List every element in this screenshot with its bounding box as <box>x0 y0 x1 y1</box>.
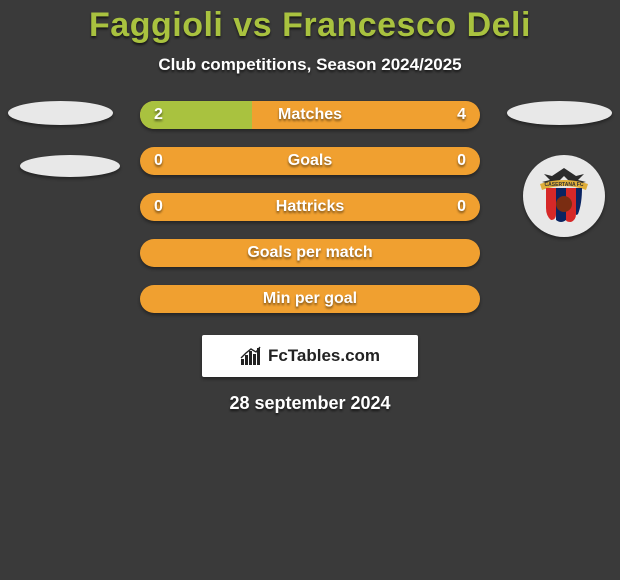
stat-bar: Min per goal <box>140 285 480 313</box>
brand-box: FcTables.com <box>202 335 418 377</box>
stat-value-left: 2 <box>154 106 163 124</box>
stat-value-right: 4 <box>457 106 466 124</box>
page-subtitle: Club competitions, Season 2024/2025 <box>0 55 620 75</box>
player-left-avatar-placeholder <box>8 101 113 125</box>
stat-bar: Goals per match <box>140 239 480 267</box>
club-right-badge: CASERTANA FC <box>523 155 605 237</box>
stat-label: Min per goal <box>263 290 357 308</box>
stat-label: Matches <box>278 106 342 124</box>
svg-text:CASERTANA FC: CASERTANA FC <box>545 182 584 188</box>
stat-value-right: 0 <box>457 198 466 216</box>
comparison-stage: CASERTANA FC 2Matches40Goals00Hattricks0… <box>0 101 620 313</box>
stats-bars: 2 Matches 4 0 Goals 0 0 Hattricks 0 Goals per mat… <box>140 101 480 313</box>
stat-label: Goals per match <box>247 244 372 262</box>
page-title: Faggioli vs Francesco Deli <box>0 0 620 45</box>
stat-value-left: 0 <box>154 152 163 170</box>
snapshot-date: 28 september 2024 <box>0 393 620 414</box>
stat-label: Hattricks <box>276 198 344 216</box>
bar-chart-icon <box>240 345 262 367</box>
brand-text: FcTables.com <box>268 346 380 366</box>
stat-bar: 0 Hattricks 0 <box>140 193 480 221</box>
stat-bar: 0 Goals 0 <box>140 147 480 175</box>
stat-value-right: 0 <box>457 152 466 170</box>
club-left-badge-placeholder <box>20 155 120 177</box>
stat-value-left: 0 <box>154 198 163 216</box>
stat-label: Goals <box>288 152 332 170</box>
stat-bar: 2 Matches 4 <box>140 101 480 129</box>
casertana-badge-icon: CASERTANA FC <box>532 164 596 228</box>
player-right-avatar-placeholder <box>507 101 612 125</box>
